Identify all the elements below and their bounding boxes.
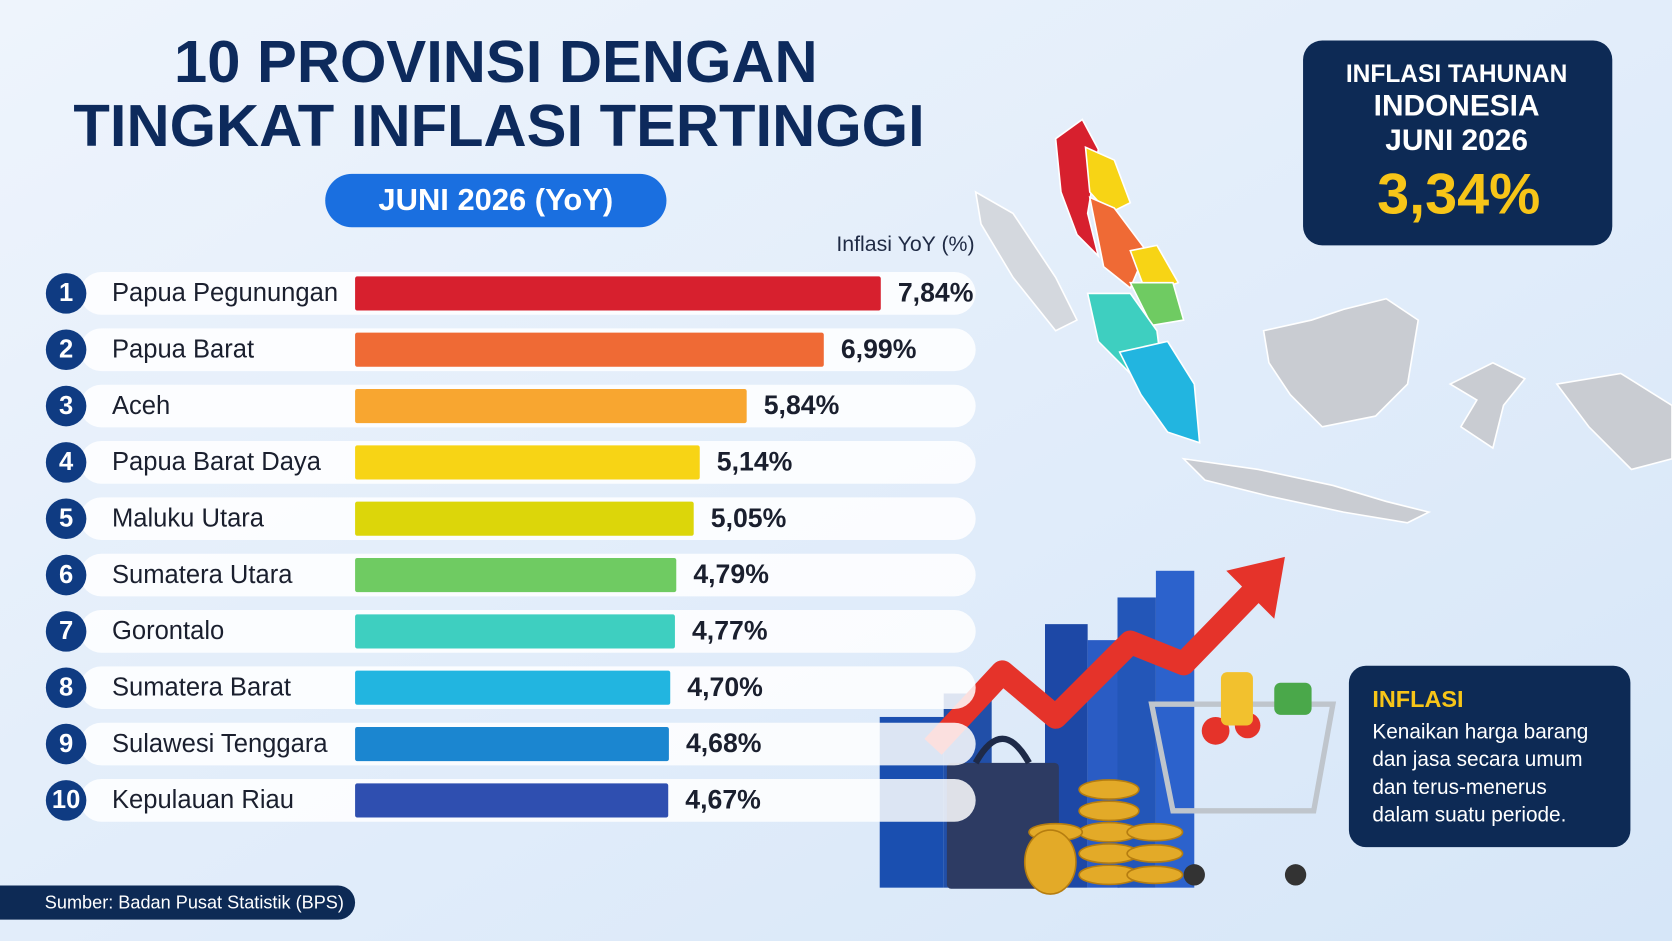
value-label: 4,67% [685, 784, 761, 814]
rank-number: 7 [59, 617, 73, 645]
source: Sumber: Badan Pusat Statistik (BPS) [45, 892, 344, 912]
subtitle: JUNI 2026 (YoY) [378, 182, 613, 217]
value-label: 5,14% [717, 447, 793, 477]
value-label: 5,84% [764, 390, 840, 420]
rank-badge [45, 442, 87, 483]
value-label: 4,70% [687, 672, 763, 702]
value-label: 7,84% [898, 278, 974, 308]
axis-label: Inflasi YoY (%) [836, 232, 974, 256]
rank-number: 3 [59, 392, 73, 420]
category-label: Gorontalo [112, 617, 224, 645]
bar [355, 670, 671, 705]
value-label: 4,68% [686, 728, 762, 758]
definition-line: dan terus-menerus [1372, 776, 1546, 799]
category-label: Kepulauan Riau [112, 786, 294, 814]
category-label: Papua Barat [112, 336, 254, 364]
value-label: 5,05% [711, 503, 787, 533]
headline-line: JUNI 2026 [1385, 124, 1528, 157]
value-label: 4,79% [693, 559, 769, 589]
category-label: Sulawesi Tenggara [112, 730, 328, 758]
category-label: Aceh [112, 392, 170, 420]
category-label: Sumatera Barat [112, 674, 291, 702]
category-label: Sumatera Utara [112, 561, 293, 589]
subtitle-pill [325, 173, 667, 228]
rank-badge [45, 385, 87, 427]
bar [355, 726, 669, 762]
rank-badge [45, 667, 87, 708]
definition-text: Kenaikan harga barang dan jasa secara umu… [1372, 720, 1588, 826]
headline-line: INFLASI TAHUNAN [1346, 61, 1567, 88]
bar [355, 557, 677, 593]
rank-badge [45, 554, 87, 596]
title-line: TINGKAT INFLASI TERTINGGI [73, 92, 924, 159]
definition-box [1348, 665, 1631, 848]
value-label: 4,77% [692, 615, 768, 645]
headline-value: 3,34% [1377, 163, 1540, 227]
bar [355, 783, 669, 818]
rank-number: 4 [59, 448, 74, 476]
rank-badge [45, 780, 87, 821]
definition-line: dan jasa secara umum [1372, 748, 1582, 771]
definition-line: dalam suatu periode. [1372, 804, 1566, 827]
source-pill [0, 885, 356, 920]
category-label: Papua Pegunungan [112, 279, 338, 307]
bar [355, 388, 747, 424]
map-illustration [974, 118, 1672, 524]
rank-badge [45, 273, 87, 314]
bar [355, 276, 881, 311]
category-label: Maluku Utara [112, 505, 265, 533]
rank-number: 10 [52, 786, 80, 814]
rank-badge [45, 723, 87, 765]
headline-box [1303, 40, 1613, 246]
bar-rows: 1 Papua Pegunungan 7,84% 2 Papua Barat 6,99% 3… [45, 272, 976, 822]
rank-number: 2 [59, 336, 73, 364]
rank-number: 6 [59, 561, 73, 589]
rank-number: 1 [59, 279, 73, 307]
headline-line: INDONESIA [1374, 90, 1540, 123]
rank-number: 8 [59, 674, 73, 702]
rank-badge [45, 498, 87, 539]
definition-line: Kenaikan harga barang [1372, 720, 1588, 743]
rank-badge [45, 611, 87, 652]
bar [355, 445, 700, 480]
rank-number: 5 [59, 505, 73, 533]
bar [355, 614, 675, 649]
title-line: 10 PROVINSI DENGAN [174, 28, 818, 95]
value-label: 6,99% [841, 334, 917, 364]
bar [355, 332, 824, 367]
bar [355, 501, 694, 536]
rank-number: 9 [59, 730, 73, 758]
rank-badge [45, 329, 87, 370]
category-label: Papua Barat Daya [112, 448, 322, 476]
definition-title: INFLASI [1372, 686, 1463, 712]
